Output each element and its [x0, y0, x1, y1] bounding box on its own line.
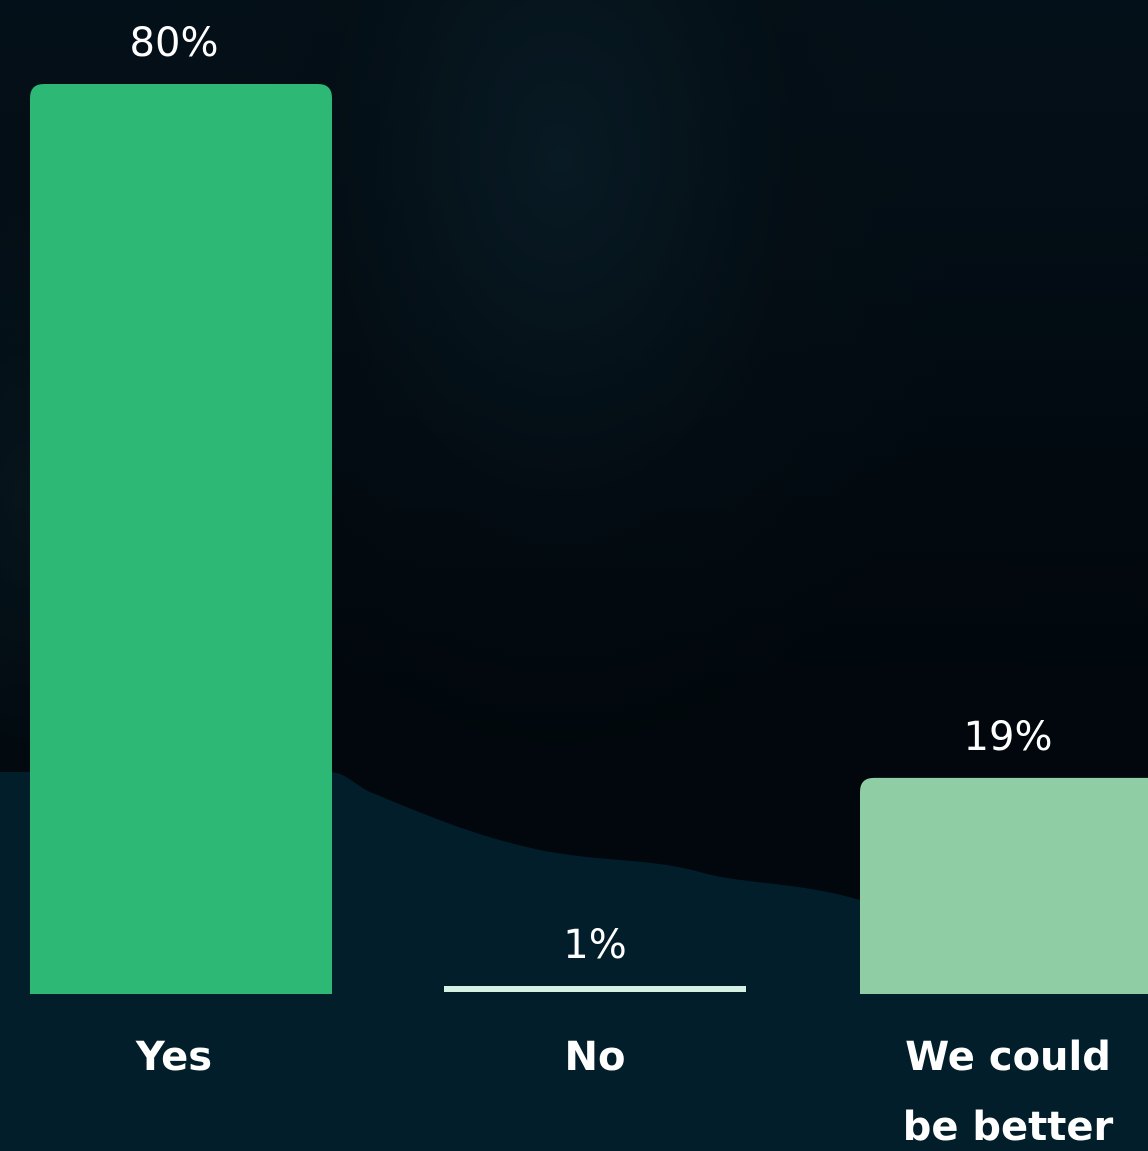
bars-group: [30, 84, 1148, 994]
value-label-1: 1%: [563, 922, 626, 968]
bar-2: [860, 777, 1148, 994]
category-label-1: No: [565, 1034, 626, 1080]
category-label-2-line-1: be better: [903, 1104, 1114, 1150]
category-label-0: Yes: [135, 1034, 212, 1080]
bar-0: [30, 84, 332, 994]
value-label-2: 19%: [964, 714, 1053, 760]
category-label-2-line-0: We could: [905, 1034, 1111, 1080]
bar-1: [444, 986, 746, 992]
labels-group: 80% Yes 1% No 19% We could be better: [130, 20, 1114, 1150]
value-label-0: 80%: [130, 20, 219, 66]
